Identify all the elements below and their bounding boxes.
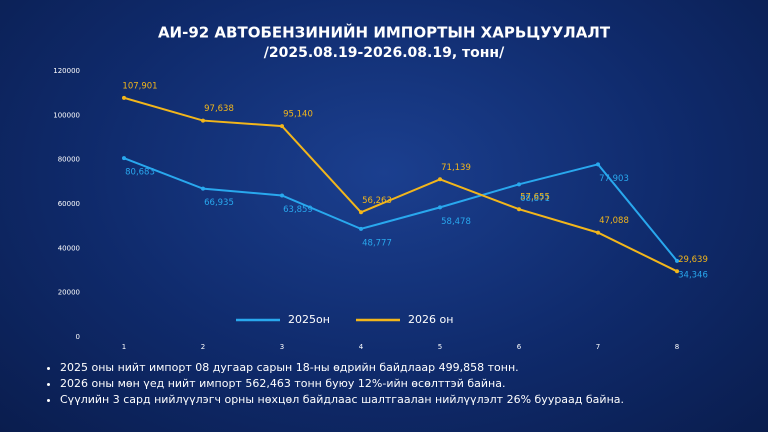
x-tick-label: 4 [359, 343, 364, 351]
value-label: 71,139 [441, 163, 471, 173]
point [596, 230, 600, 235]
notes: 2025 оны нийт импорт 08 дугаар сарын 18-… [40, 360, 624, 408]
point [438, 205, 442, 210]
point [201, 118, 205, 123]
point [122, 156, 126, 161]
legend-label: 2025он [288, 313, 330, 326]
x-tick-label: 5 [438, 343, 442, 351]
point [596, 162, 600, 167]
y-tick-label: 80000 [58, 156, 80, 164]
y-tick-label: 0 [76, 333, 80, 341]
value-label: 57,655 [520, 193, 550, 203]
series-line [123, 96, 678, 273]
value-label: 29,639 [678, 255, 708, 265]
note: 2025 оны нийт импорт 08 дугаар сарын 18-… [60, 360, 624, 376]
point [675, 258, 679, 263]
value-label: 66,935 [204, 198, 234, 208]
point [359, 226, 363, 231]
x-tick-label: 8 [675, 343, 679, 351]
y-tick-label: 40000 [58, 244, 80, 252]
x-tick-label: 7 [596, 343, 600, 351]
value-label: 48,777 [362, 238, 392, 248]
point [517, 182, 521, 187]
x-tick-label: 3 [280, 343, 284, 351]
point [359, 210, 363, 215]
value-label: 107,901 [122, 81, 157, 91]
chart-title: АИ-92 АВТОБЕНЗИНИЙН ИМПОРТЫН ХАРЬЦУУЛАЛТ [158, 23, 611, 42]
value-label: 56,263 [362, 196, 392, 206]
y-tick-label: 120000 [53, 67, 80, 75]
y-tick-label: 60000 [58, 200, 80, 208]
value-label: 58,478 [441, 217, 471, 227]
value-label: 95,140 [283, 110, 313, 120]
x-tick-label: 6 [517, 343, 522, 351]
value-label: 80,683 [125, 168, 155, 178]
y-tick-label: 100000 [53, 111, 80, 119]
note: Сүүлийн 3 сард нийлүүлэгч орны нөхцөл ба… [60, 392, 624, 408]
value-label: 68,871 [520, 194, 550, 204]
value-label: 34,346 [678, 270, 708, 280]
chart-subtitle: /2025.08.19-2026.08.19, тонн/ [264, 45, 505, 61]
value-label: 47,088 [599, 216, 629, 226]
legend-label: 2026 он [408, 313, 453, 326]
point [201, 186, 205, 191]
point [517, 207, 521, 212]
x-tick-label: 2 [201, 343, 205, 351]
point [280, 124, 284, 129]
series-line [123, 157, 678, 262]
y-tick-label: 20000 [58, 289, 80, 297]
point [122, 95, 126, 100]
value-label: 97,638 [204, 104, 234, 114]
x-tick-label: 1 [122, 343, 126, 351]
value-label: 77,903 [599, 174, 629, 184]
point [280, 193, 284, 198]
point [438, 177, 442, 182]
note: 2026 оны мөн үед нийт импорт 562,463 тон… [60, 376, 624, 392]
chart: АИ-92 АВТОБЕНЗИНИЙН ИМПОРТЫН ХАРЬЦУУЛАЛТ… [53, 23, 708, 351]
value-label: 63,859 [283, 205, 313, 215]
point [675, 269, 679, 274]
